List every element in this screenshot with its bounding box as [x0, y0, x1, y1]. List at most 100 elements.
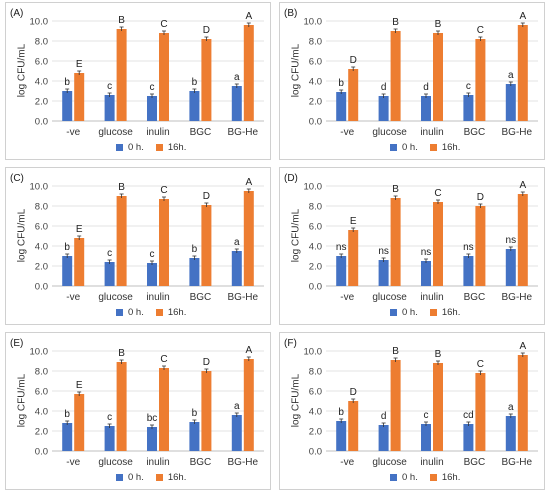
legend-swatch [155, 474, 163, 481]
y-tick-label: 4.0 [309, 77, 322, 88]
significance-letter: D [350, 55, 357, 66]
y-tick-label: 6.0 [309, 222, 322, 233]
bar [505, 84, 516, 121]
bar [116, 196, 127, 286]
bar [475, 39, 486, 121]
legend-swatch [116, 309, 123, 316]
significance-letter: B [435, 349, 442, 360]
legend-swatch [116, 144, 123, 151]
significance-letter: a [234, 237, 240, 248]
significance-letter: b [338, 407, 344, 418]
legend-swatch [390, 144, 397, 151]
legend-entry: 0 h. [402, 472, 418, 483]
bar [421, 96, 431, 121]
significance-letter: C [160, 19, 167, 30]
significance-letter: b [64, 77, 70, 88]
bar [505, 416, 516, 451]
significance-letter: D [203, 357, 210, 368]
y-tick-label: 10.0 [304, 182, 323, 193]
significance-letter: C [160, 185, 167, 196]
significance-letter: E [76, 224, 83, 235]
significance-letter: C [160, 354, 167, 365]
x-tick-label: inulin [146, 127, 169, 138]
x-tick-label: inulin [146, 292, 169, 303]
significance-letter: A [519, 341, 526, 352]
y-tick-label: 8.0 [309, 202, 322, 213]
bar [189, 258, 200, 286]
bar [159, 368, 169, 451]
bar [336, 92, 347, 121]
bar [147, 96, 157, 121]
y-tick-label: 10.0 [30, 17, 49, 28]
y-tick-label: 4.0 [35, 77, 48, 88]
bar [243, 25, 254, 121]
x-tick-label: BG-He [502, 292, 533, 303]
significance-letter: B [392, 346, 399, 357]
y-tick-label: 8.0 [309, 367, 322, 378]
y-tick-label: 8.0 [35, 37, 48, 48]
y-tick-label: 2.0 [35, 262, 48, 273]
significance-letter: D [203, 25, 210, 36]
bar [390, 360, 401, 451]
significance-letter: d [381, 82, 387, 93]
significance-letter: b [192, 77, 198, 88]
significance-letter: A [245, 345, 252, 356]
x-tick-label: BG-He [502, 127, 533, 138]
x-tick-label: -ve [66, 292, 80, 303]
legend: 0 h. 16h. [116, 307, 186, 318]
x-tick-label: -ve [340, 127, 354, 138]
y-tick-label: 6.0 [309, 387, 322, 398]
significance-letter: C [477, 25, 484, 36]
legend-entry: 16h. [441, 472, 461, 483]
bar [378, 96, 389, 121]
significance-letter: A [245, 177, 252, 188]
panel-label: (C) [10, 173, 24, 184]
legend: 0 h. 16h. [390, 472, 460, 483]
significance-letter: D [350, 387, 357, 398]
y-tick-label: 0.0 [35, 447, 48, 458]
y-tick-label: 10.0 [304, 347, 323, 358]
x-tick-label: BGC [464, 127, 486, 138]
x-tick-label: glucose [98, 292, 133, 303]
bar [463, 95, 474, 121]
significance-letter: D [203, 191, 210, 202]
bar [517, 25, 528, 121]
x-tick-label: inulin [146, 457, 169, 468]
legend-swatch [390, 309, 397, 316]
bar [62, 423, 73, 451]
bar [348, 69, 359, 121]
x-tick-label: -ve [66, 127, 80, 138]
bar [147, 427, 157, 451]
y-tick-label: 0.0 [309, 447, 322, 458]
significance-letter: A [519, 180, 526, 191]
x-tick-label: inulin [420, 457, 443, 468]
bar [74, 238, 85, 286]
bar [159, 199, 169, 286]
significance-letter: cd [463, 410, 474, 421]
significance-letter: B [118, 15, 125, 26]
significance-letter: C [434, 188, 441, 199]
bar [201, 39, 212, 121]
legend-entry: 0 h. [128, 142, 144, 153]
significance-letter: c [424, 410, 429, 421]
legend-entry: 0 h. [402, 142, 418, 153]
bar [433, 363, 443, 451]
significance-letter: b [192, 408, 198, 419]
y-tick-label: 2.0 [35, 97, 48, 108]
bar [475, 206, 486, 286]
x-tick-label: BG-He [228, 127, 259, 138]
bar [433, 202, 443, 286]
x-tick-label: BGC [190, 292, 212, 303]
significance-letter: a [508, 70, 514, 81]
x-tick-label: inulin [420, 127, 443, 138]
bar [348, 401, 359, 451]
legend-entry: 16h. [167, 472, 187, 483]
significance-letter: ns [506, 235, 517, 246]
x-tick-label: glucose [98, 127, 133, 138]
